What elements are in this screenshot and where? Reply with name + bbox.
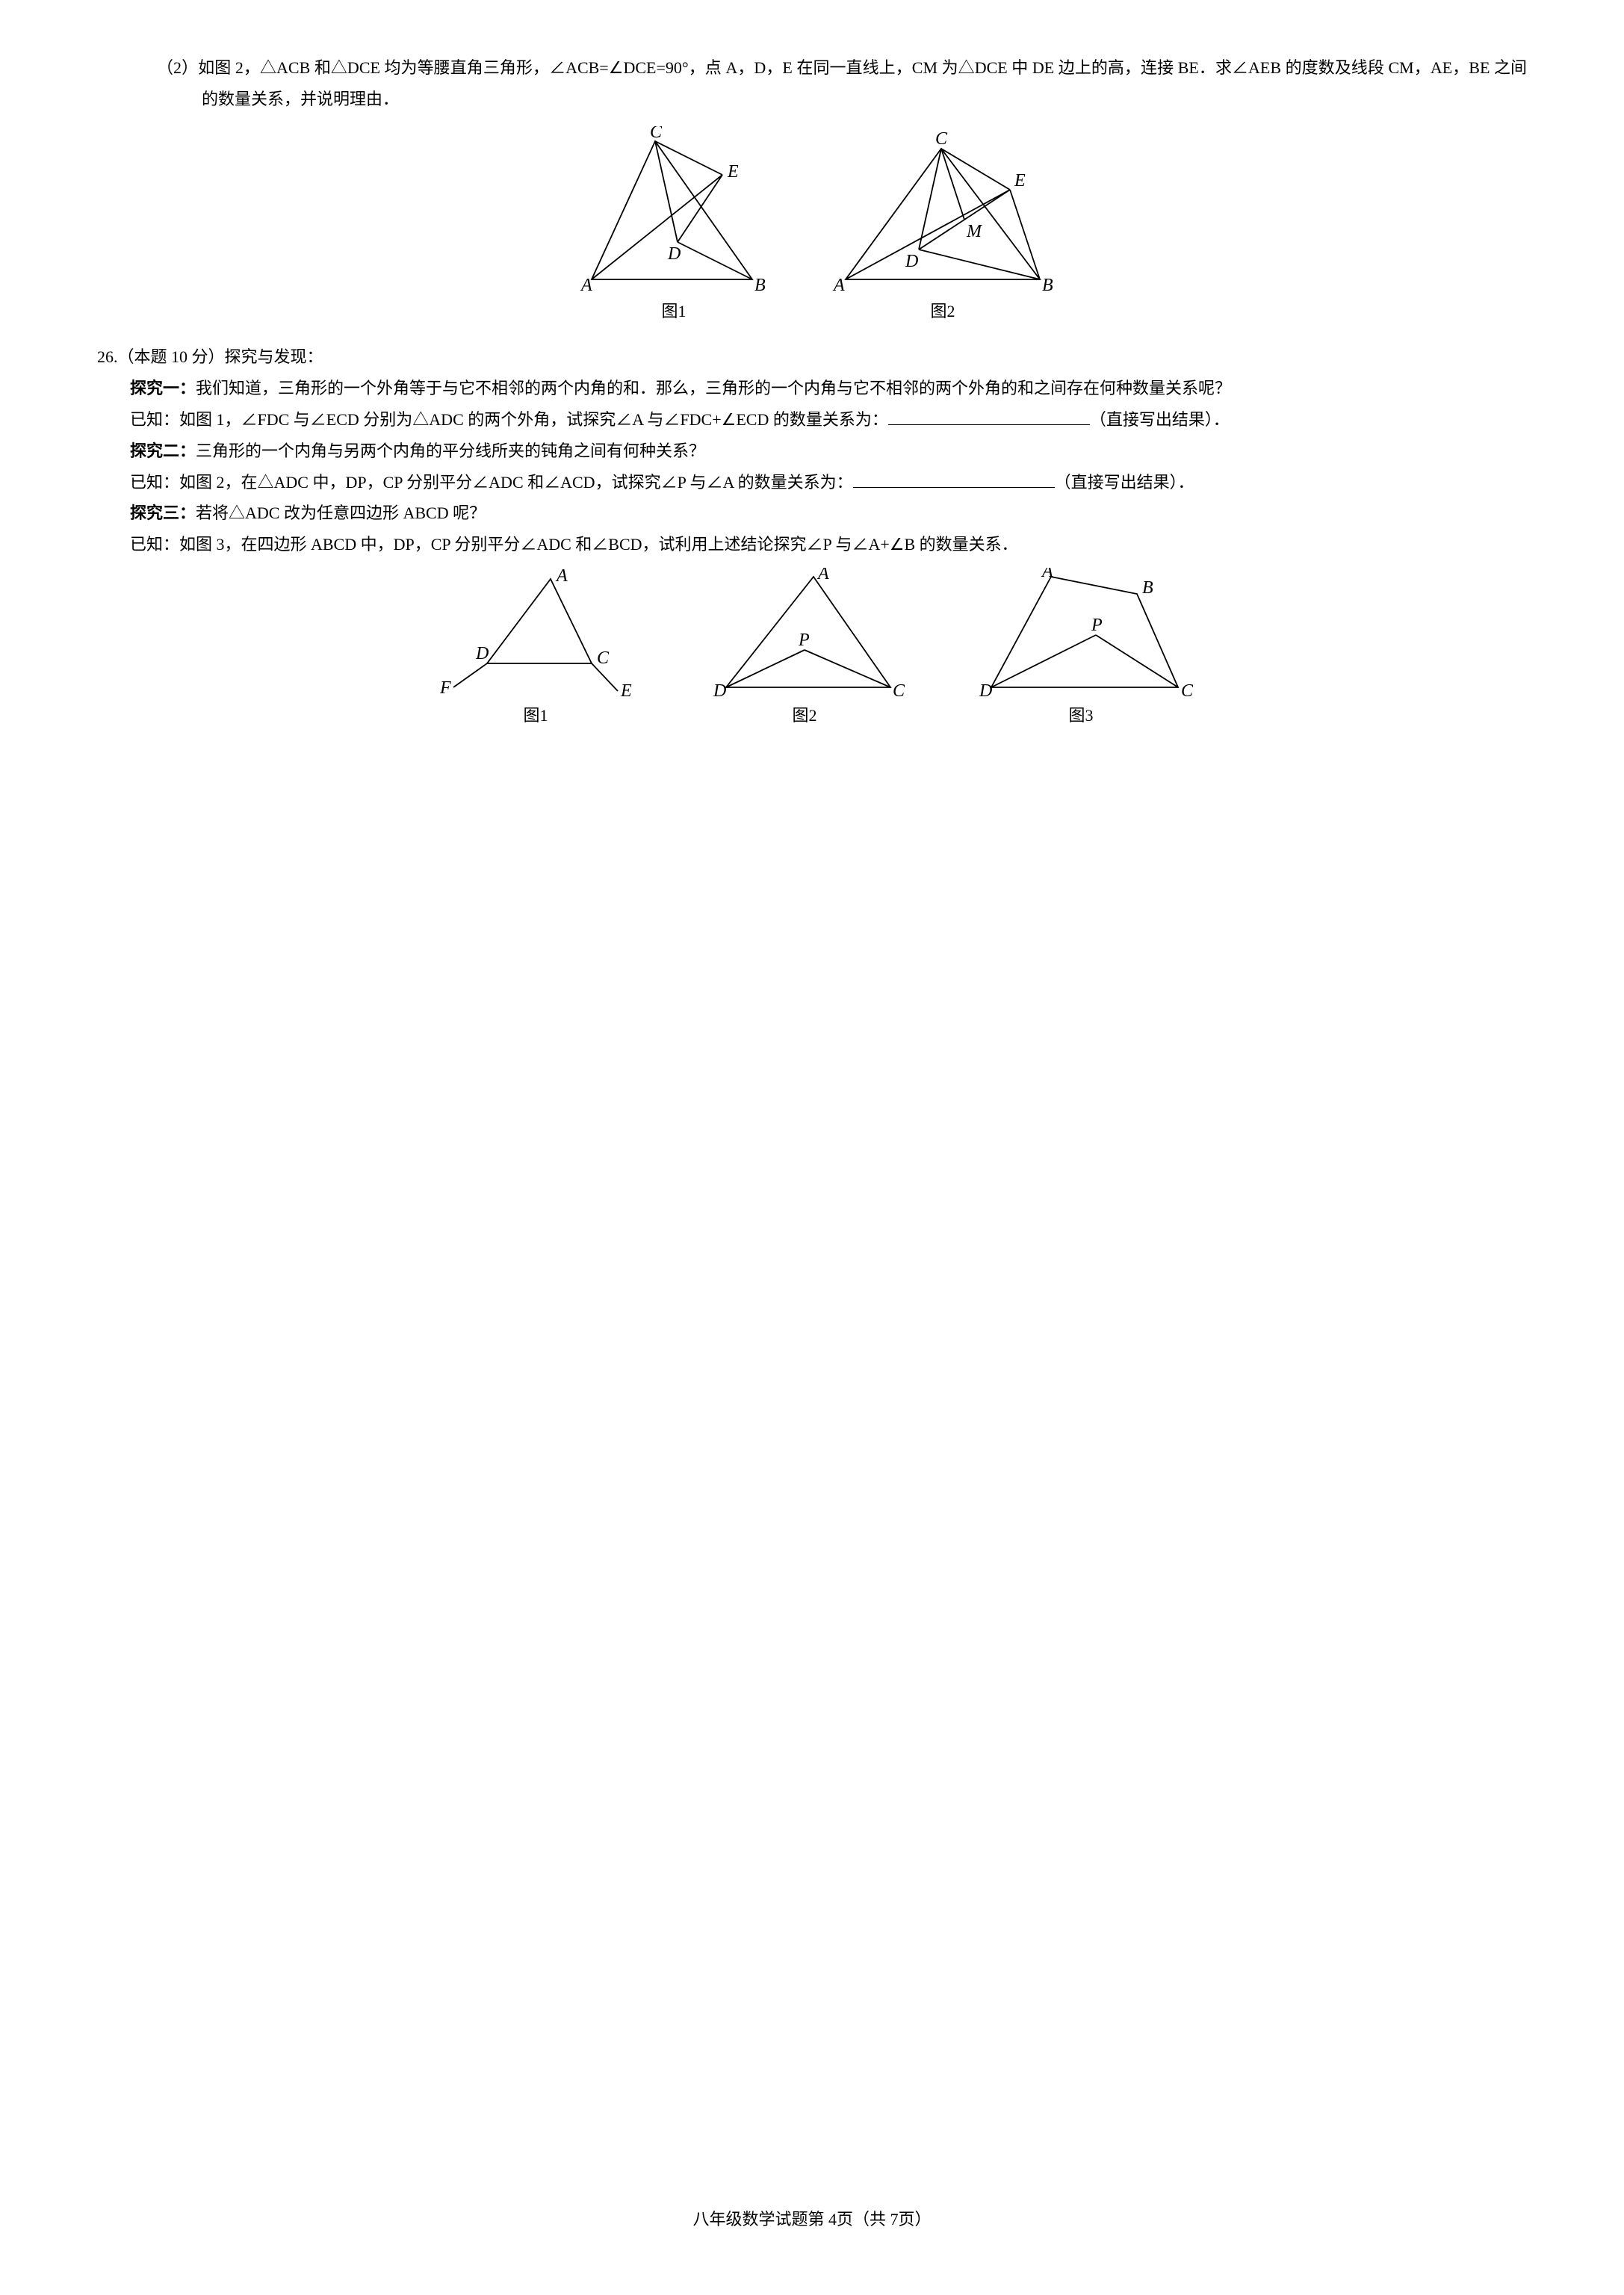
label-M: M — [966, 222, 983, 241]
q26-fig3: A B C D P 图3 — [969, 568, 1193, 731]
blank-2[interactable] — [853, 471, 1055, 488]
f3-C: C — [1181, 681, 1193, 699]
page-footer: 八年级数学试题第 4页（共 7页） — [0, 2204, 1624, 2235]
label-A2: A — [832, 276, 845, 294]
f1-C: C — [597, 648, 610, 668]
q25-fig2: A B C D E M 图2 — [823, 126, 1062, 327]
f1-D: D — [475, 644, 489, 663]
f1-F: F — [439, 678, 451, 698]
q25-fig1-svg: A B C D E — [562, 126, 786, 294]
q26-t2c: 已知：如图 2，在△ADC 中，DP，CP 分别平分∠ADC 和∠ACD，试探究… — [130, 473, 853, 492]
q26-t3a: 探究三： — [130, 504, 196, 522]
q26-figures: A D C F E 图1 A D C P 图2 — [97, 568, 1527, 731]
q25-fig1: A B C D E 图1 — [562, 126, 786, 327]
f1-E: E — [620, 681, 632, 699]
q25-fig1-label: 图1 — [661, 296, 686, 327]
f2-C: C — [893, 681, 905, 699]
label-E: E — [727, 162, 739, 182]
q26-fig1-label: 图1 — [523, 700, 548, 731]
q25-fig2-svg: A B C D E M — [823, 126, 1062, 294]
f3-B: B — [1142, 578, 1153, 598]
q26-fig3-label: 图3 — [1068, 700, 1093, 731]
q26-fig2-svg: A D C P — [700, 568, 909, 699]
label-D2: D — [905, 252, 918, 271]
f2-P: P — [798, 631, 810, 650]
f3-P: P — [1091, 616, 1103, 635]
q26-t2b: 三角形的一个内角与另两个内角的平分线所夹的钝角之间有何种关系？ — [196, 442, 705, 460]
label-C: C — [650, 126, 663, 142]
q25-part2-text: （2）如图 2，△ACB 和△DCE 均为等腰直角三角形，∠ACB=∠DCE=9… — [97, 52, 1527, 115]
q26-direct-1: （直接写出结果）． — [1090, 410, 1230, 429]
q26-fig1: A D C F E 图1 — [431, 568, 640, 731]
f1-A: A — [555, 568, 568, 586]
q26-t2c-wrap: 已知：如图 2，在△ADC 中，DP，CP 分别平分∠ADC 和∠ACD，试探究… — [97, 467, 1527, 498]
q26-fig3-svg: A B C D P — [969, 568, 1193, 699]
label-B2: B — [1042, 276, 1053, 294]
q25-fig2-label: 图2 — [930, 296, 955, 327]
q26-direct-2: （直接写出结果）． — [1055, 473, 1194, 492]
q26-t1a: 探究一： — [130, 379, 196, 397]
q26-header: 26.（本题 10 分）探究与发现： — [97, 341, 1527, 373]
f2-A: A — [816, 568, 829, 583]
q26-t1c-wrap: 已知：如图 1，∠FDC 与∠ECD 分别为△ADC 的两个外角，试探究∠A 与… — [97, 404, 1527, 436]
f3-D: D — [979, 681, 992, 699]
q26-t1c: 已知：如图 1，∠FDC 与∠ECD 分别为△ADC 的两个外角，试探究∠A 与… — [130, 410, 888, 429]
q26-fig2: A D C P 图2 — [700, 568, 909, 731]
label-B: B — [754, 276, 766, 294]
q26-t2a: 探究二： — [130, 442, 196, 460]
f2-D: D — [713, 681, 726, 699]
blank-1[interactable] — [888, 409, 1090, 425]
q26-t3: 探究三：若将△ADC 改为任意四边形 ABCD 呢？ — [97, 498, 1527, 529]
label-E2: E — [1014, 171, 1026, 191]
q26-fig1-svg: A D C F E — [431, 568, 640, 699]
q26-t3c: 已知：如图 3，在四边形 ABCD 中，DP，CP 分别平分∠ADC 和∠BCD… — [97, 529, 1527, 560]
q26-t2: 探究二：三角形的一个内角与另两个内角的平分线所夹的钝角之间有何种关系？ — [97, 436, 1527, 467]
q26-fig2-label: 图2 — [792, 700, 816, 731]
q25-figures: A B C D E 图1 A B — [97, 126, 1527, 327]
q26-t1: 探究一：我们知道，三角形的一个外角等于与它不相邻的两个内角的和．那么，三角形的一… — [97, 373, 1527, 404]
q26-t3b: 若将△ADC 改为任意四边形 ABCD 呢？ — [196, 504, 486, 522]
f3-A: A — [1041, 568, 1053, 581]
label-A: A — [580, 276, 592, 294]
q26-t1b: 我们知道，三角形的一个外角等于与它不相邻的两个内角的和．那么，三角形的一个内角与… — [196, 379, 1231, 397]
label-D: D — [667, 244, 681, 264]
label-C2: C — [935, 129, 948, 149]
